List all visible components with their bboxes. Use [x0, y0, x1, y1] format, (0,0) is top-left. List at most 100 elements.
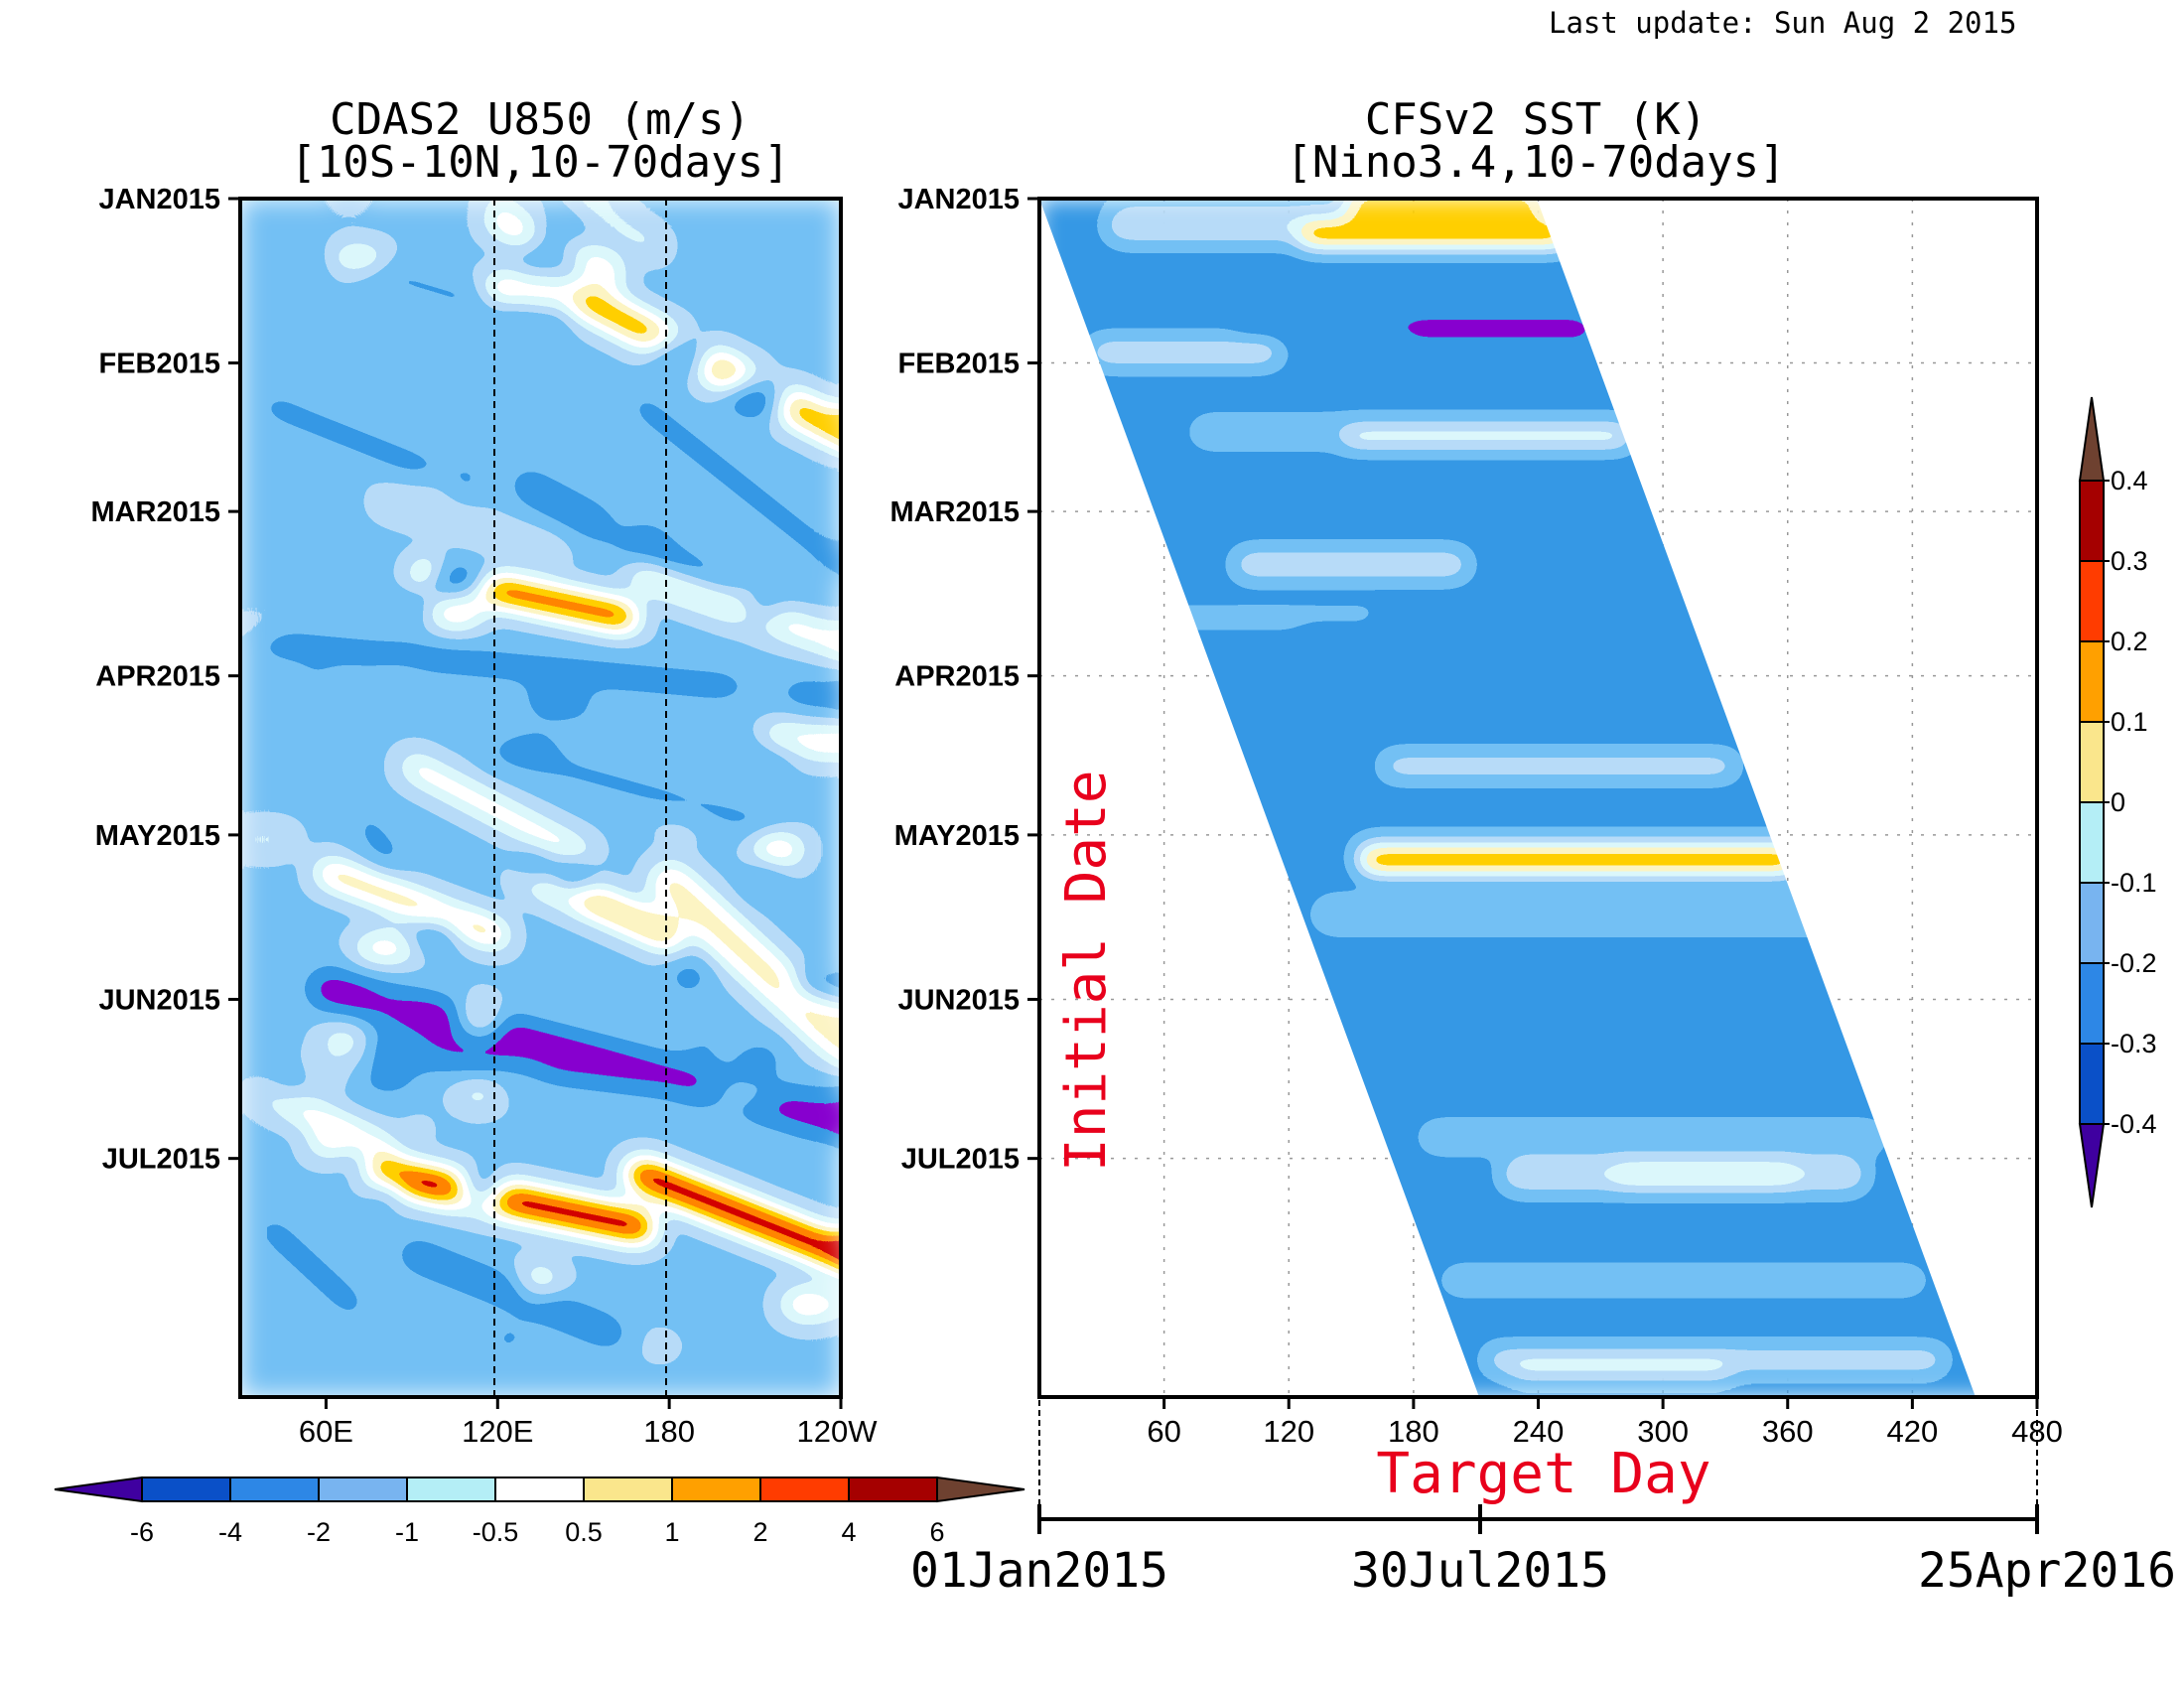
right-y-tick-label: MAY2015 — [894, 820, 1020, 852]
cb-left-label: -2 — [307, 1517, 331, 1547]
u850-feature — [257, 1083, 395, 1159]
u850-feature — [277, 544, 333, 582]
cb-left-swatch — [318, 1477, 408, 1502]
u850-feature — [293, 672, 337, 691]
u850-feature — [303, 752, 332, 785]
cb-top-arrow — [2078, 396, 2106, 482]
u850-feature — [258, 1217, 365, 1318]
target-day-label: Target Day — [1376, 1442, 1710, 1506]
u850-feature — [531, 224, 567, 256]
u850-feature — [264, 1065, 315, 1102]
u850-feature — [733, 677, 789, 712]
cb-right-label: -0.2 — [2111, 948, 2157, 978]
u850-feature — [460, 998, 499, 1036]
right-y-tick-label: FEB2015 — [897, 349, 1020, 380]
u850-feature — [524, 685, 589, 718]
left-title-line2: [10S-10N,10-70days] — [290, 137, 789, 188]
cb-left-swatch — [229, 1477, 320, 1502]
cb-left-label: -6 — [130, 1517, 154, 1547]
cb-left-label: -4 — [218, 1517, 242, 1547]
cb-right-swatch — [2079, 480, 2105, 562]
u850-feature — [315, 245, 566, 338]
right-x-tick-label: 420 — [1887, 1414, 1939, 1449]
u850-feature — [734, 747, 786, 774]
u850-feature — [399, 1241, 624, 1345]
right-y-tick-label: JUN2015 — [897, 984, 1020, 1016]
u850-feature — [573, 199, 665, 257]
u850-feature — [405, 919, 459, 946]
right-y-tick-label: JAN2015 — [897, 184, 1020, 215]
u850-feature — [363, 986, 415, 1015]
sst-colorbar: 0.4 0.3 0.2 0.1 0 -0.1 -0.2 -0.3 -0.4 — [2078, 396, 2157, 1208]
left-y-tick-label: JAN2015 — [98, 184, 220, 215]
right-x-tick-label: 300 — [1637, 1414, 1689, 1449]
u850-feature — [551, 858, 595, 893]
date-label-end: 25Apr2016 — [1918, 1543, 2176, 1599]
u850-feature — [776, 573, 825, 600]
u850-feature — [298, 1051, 364, 1074]
left-x-tick-label: 180 — [643, 1414, 695, 1449]
cb-right-swatch — [2079, 962, 2105, 1045]
initial-date-label: Initial Date — [1054, 770, 1119, 1172]
right-title-line2: [Nino3.4,10-70days] — [1286, 137, 1785, 188]
u850-feature — [401, 1116, 433, 1145]
left-y-tick-label: MAY2015 — [95, 820, 220, 852]
cb-right-swatch — [2079, 560, 2105, 642]
u850-feature — [506, 736, 560, 756]
right-x-tick-label: 120 — [1263, 1414, 1314, 1449]
u850-feature — [795, 729, 841, 757]
right-x-tick-label: 360 — [1762, 1414, 1814, 1449]
right-y-tick-label: MAR2015 — [889, 496, 1020, 528]
u850-feature — [480, 273, 532, 305]
u850-feature — [749, 863, 783, 891]
u850-feature — [738, 1046, 781, 1074]
left-y-tick-label: FEB2015 — [98, 349, 220, 380]
left-y-tick-label: APR2015 — [95, 661, 220, 693]
u850-feature — [352, 934, 419, 961]
cb-left-swatch — [671, 1477, 761, 1502]
right-y-tick-label: APR2015 — [894, 661, 1020, 693]
cb-left-label: -1 — [395, 1517, 419, 1547]
u850-feature — [715, 725, 753, 748]
cb-left-swatch — [494, 1477, 585, 1502]
u850-feature — [793, 974, 841, 996]
u850-feature — [605, 500, 636, 536]
cb-left-label: 4 — [841, 1517, 856, 1547]
u850-feature — [368, 1159, 656, 1243]
cb-left-arrow — [54, 1476, 143, 1503]
cb-left-label: -0.5 — [473, 1517, 519, 1547]
cb-right-arrow — [936, 1476, 1025, 1503]
cb-left-label: 2 — [752, 1517, 767, 1547]
cb-right-swatch — [2079, 801, 2105, 884]
u850-feature — [751, 831, 805, 867]
u850-feature — [377, 668, 419, 688]
u850-feature — [779, 1145, 812, 1168]
right-x-tick-label: 60 — [1147, 1414, 1180, 1449]
u850-feature — [278, 239, 334, 271]
u850-feature — [649, 862, 841, 1062]
u850-feature — [282, 270, 323, 290]
right-y-tick-label: JUL2015 — [901, 1144, 1020, 1176]
cb-left-swatch — [848, 1477, 938, 1502]
left-title-line1: CDAS2 U850 (m/s) — [330, 94, 751, 145]
cb-left-label: 1 — [664, 1517, 679, 1547]
u850-feature — [375, 492, 563, 562]
u850-feature — [707, 1085, 772, 1104]
u850-feature — [485, 1324, 531, 1353]
cb-right-label: 0.4 — [2111, 466, 2148, 495]
cb-right-swatch — [2079, 721, 2105, 803]
u850-feature — [240, 618, 282, 638]
u850-feature — [653, 814, 706, 841]
cb-right-label: 0 — [2111, 787, 2125, 817]
sst-forecast-field — [1039, 199, 1976, 1397]
left-x-tick-label: 120E — [462, 1414, 533, 1449]
u850-feature — [724, 378, 786, 417]
u850-feature — [370, 834, 405, 869]
u850-feature — [400, 755, 595, 868]
right-title-line1: CFSv2 SST (K) — [1365, 94, 1706, 145]
u850-feature — [425, 597, 486, 628]
u850-feature — [573, 705, 623, 742]
u850-feature — [546, 247, 581, 276]
right-x-tick-label: 180 — [1388, 1414, 1439, 1449]
u850-feature — [516, 1261, 563, 1299]
